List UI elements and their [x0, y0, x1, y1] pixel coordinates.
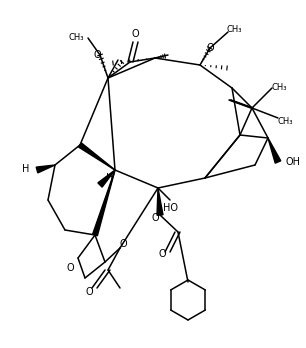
Text: H: H [106, 173, 114, 183]
Text: O: O [93, 50, 101, 60]
Text: CH₃: CH₃ [277, 117, 293, 126]
Polygon shape [157, 188, 163, 215]
Text: O: O [85, 287, 93, 297]
Text: HO: HO [162, 203, 177, 213]
Text: CH₃: CH₃ [69, 33, 84, 42]
Text: H: H [22, 164, 29, 174]
Text: O: O [151, 213, 159, 223]
Text: CH₃: CH₃ [226, 25, 242, 34]
Polygon shape [79, 143, 115, 170]
Polygon shape [268, 138, 281, 163]
Polygon shape [36, 165, 55, 173]
Polygon shape [93, 170, 115, 236]
Text: O: O [158, 249, 166, 259]
Polygon shape [98, 170, 115, 187]
Text: CH₃: CH₃ [271, 84, 287, 93]
Text: O: O [131, 29, 139, 39]
Text: O: O [206, 43, 214, 53]
Text: OH: OH [286, 157, 301, 167]
Text: O: O [66, 263, 74, 273]
Text: O: O [119, 239, 127, 249]
